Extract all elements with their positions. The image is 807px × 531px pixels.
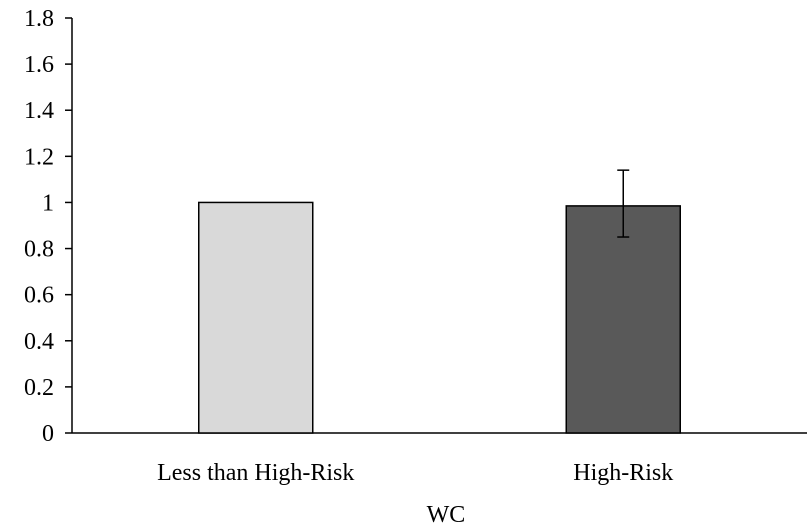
y-tick-label: 1.6 [24,52,54,78]
y-tick-label: 1.8 [24,6,54,32]
y-tick-label: 1 [42,190,54,216]
bar-2 [565,205,681,434]
category-label: High-Risk [573,460,673,486]
bars [198,201,681,434]
y-tick-label: 0 [42,421,54,447]
bar-1 [198,201,314,434]
category-label: Less than High-Risk [157,460,354,486]
y-tick-label: 0.4 [24,329,54,355]
y-axis: 0 0.2 0.4 0.6 0.8 1 1.2 1.4 1.6 1.8 [24,6,73,447]
error-bars [617,169,630,238]
y-tick-label: 0.6 [24,283,54,309]
x-axis-title: WC [427,502,466,528]
y-tick-label: 0.8 [24,237,54,263]
category-labels: Less than High-Risk High-Risk [157,460,673,486]
y-tick-label: 1.2 [24,144,54,170]
y-tick-label: 1.4 [24,98,54,124]
y-tick-label: 0.2 [24,375,54,401]
